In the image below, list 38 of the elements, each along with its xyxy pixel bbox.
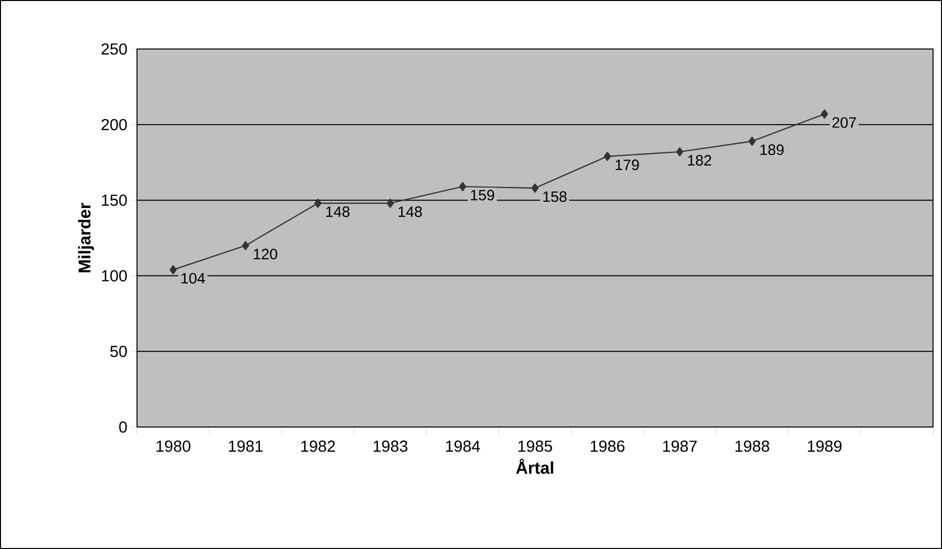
point bbox=[748, 136, 756, 146]
x-tick-label: 1983 bbox=[374, 440, 408, 452]
x-tick-label: 1988 bbox=[736, 440, 770, 452]
point bbox=[242, 240, 250, 250]
data-label: 159 bbox=[470, 190, 494, 200]
data-label: 189 bbox=[760, 144, 784, 156]
y-tick-label: 250 bbox=[102, 43, 127, 55]
point bbox=[676, 147, 684, 156]
x-tick-label: 1981 bbox=[228, 440, 263, 452]
y-tick-label: 200 bbox=[102, 118, 127, 130]
x-tick-label: 1980 bbox=[156, 440, 190, 452]
point bbox=[820, 109, 828, 119]
point bbox=[314, 198, 322, 208]
x-tick-label: 1985 bbox=[518, 440, 552, 452]
point bbox=[531, 184, 539, 193]
y-tick-label: 50 bbox=[110, 346, 127, 358]
data-label: 148 bbox=[398, 206, 422, 218]
data-label: 182 bbox=[688, 155, 712, 166]
x-tick-label: 1986 bbox=[590, 440, 624, 452]
data-label: 207 bbox=[832, 117, 856, 128]
x-tick-label: 1984 bbox=[446, 440, 480, 452]
x-tick-label: 1982 bbox=[301, 440, 335, 452]
point bbox=[386, 198, 394, 208]
y-tick-label: 100 bbox=[102, 270, 127, 282]
point bbox=[170, 265, 177, 274]
data-label: 120 bbox=[254, 248, 278, 260]
y-tick-label: 150 bbox=[102, 194, 127, 206]
data-label: 104 bbox=[182, 272, 205, 284]
x-axis-title: Årtal bbox=[516, 458, 554, 474]
y-axis-title: Miljarder bbox=[78, 202, 94, 272]
y-tick-label: 0 bbox=[119, 421, 127, 433]
point bbox=[459, 182, 466, 192]
data-label: 158 bbox=[543, 191, 567, 202]
point bbox=[604, 152, 611, 161]
data-label: 179 bbox=[616, 160, 639, 170]
x-tick-label: 1987 bbox=[663, 440, 697, 452]
x-tick-label: 1989 bbox=[808, 440, 842, 452]
data-label: 148 bbox=[326, 206, 350, 218]
